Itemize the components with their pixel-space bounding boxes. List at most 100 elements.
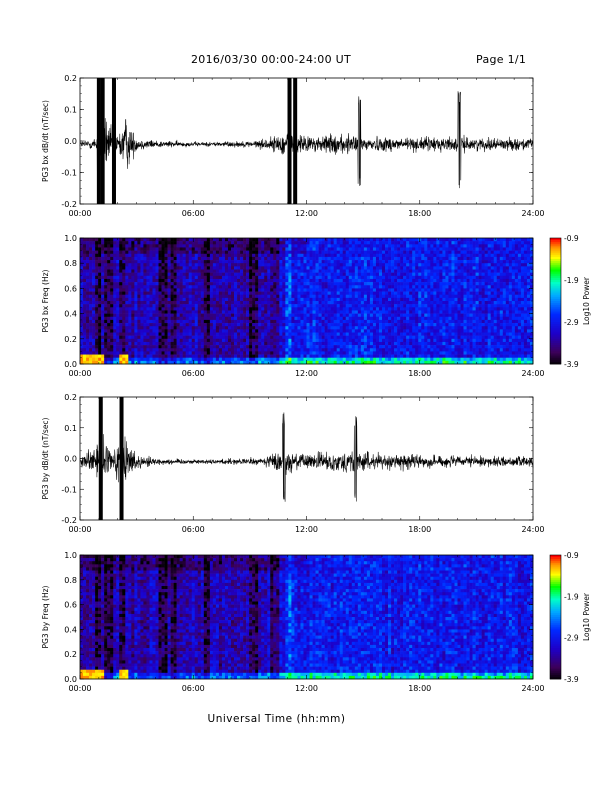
- spectrogram-cell: [218, 247, 223, 251]
- spectrogram-cell: [378, 250, 383, 255]
- spectrogram-cell: [86, 291, 90, 295]
- spectrogram-cell: [291, 348, 295, 352]
- spectrogram-cell: [246, 345, 250, 349]
- spectrogram-cell: [369, 282, 374, 286]
- spectrogram-cell: [433, 329, 437, 333]
- spectrogram-cell: [152, 282, 156, 286]
- spectrogram-cell: [273, 282, 277, 286]
- spectrogram-cell: [403, 357, 407, 362]
- spectrogram-cell: [276, 275, 280, 280]
- spectrogram-cell: [134, 326, 138, 330]
- spectrogram-cell: [264, 313, 268, 318]
- spectrogram-cell: [436, 348, 440, 352]
- spectrogram-cell: [273, 253, 277, 258]
- spectrogram-cell: [179, 304, 183, 308]
- spectrogram-cell: [375, 253, 380, 258]
- spectrogram-cell: [200, 332, 205, 336]
- spectrogram-cell: [128, 260, 132, 264]
- spectrogram-cell: [279, 301, 283, 305]
- spectrogram-cell: [104, 307, 108, 311]
- spectrogram-cell: [258, 304, 262, 308]
- spectrogram-cell: [167, 354, 171, 358]
- spectrogram-cell: [415, 329, 419, 333]
- spectrogram-cell: [318, 244, 322, 248]
- spectrogram-cell: [306, 297, 310, 302]
- spectrogram-cell: [128, 354, 132, 358]
- spectrogram-cell: [294, 360, 298, 365]
- spectrogram-cell: [300, 288, 304, 292]
- spectrogram-cell: [173, 297, 177, 302]
- spectrogram-cell: [125, 301, 129, 305]
- spectrogram-cell: [442, 266, 446, 270]
- spectrogram-cell: [240, 294, 244, 299]
- spectrogram-cell: [366, 272, 371, 277]
- spectrogram-cell: [336, 335, 341, 340]
- spectrogram-cell: [282, 250, 286, 255]
- spectrogram-cell: [288, 269, 292, 273]
- spectrogram-cell: [101, 307, 105, 311]
- spectrogram-cell: [149, 297, 153, 302]
- spectrogram-cell: [388, 266, 392, 270]
- spectrogram-cell: [255, 291, 259, 295]
- spectrogram-cell: [378, 329, 383, 333]
- spectrogram-cell: [227, 301, 232, 305]
- spectrogram-cell: [294, 319, 298, 324]
- spectrogram-cell: [188, 285, 193, 289]
- spectrogram-cell: [125, 260, 129, 264]
- spectrogram-cell: [324, 316, 328, 321]
- spectrogram-cell: [128, 357, 132, 362]
- spectrogram-cell: [80, 357, 84, 362]
- spectrogram-cell: [415, 263, 419, 267]
- spectrogram-cell: [273, 272, 277, 277]
- spectrogram-cell: [388, 282, 392, 286]
- spectrogram-cell: [427, 354, 431, 358]
- spectrogram-cell: [261, 341, 265, 346]
- spectrogram-cell: [191, 319, 196, 324]
- spectrogram-cell: [424, 244, 428, 248]
- spectrogram-cell: [197, 335, 202, 340]
- spectrogram-cell: [294, 247, 298, 251]
- spectrogram-cell: [122, 348, 126, 352]
- spectrogram-cell: [312, 332, 316, 336]
- spectrogram-cell: [164, 244, 168, 248]
- spectrogram-cell: [234, 285, 238, 289]
- spectrogram-cell: [312, 250, 316, 255]
- spectrogram-cell: [351, 326, 356, 330]
- spectrogram-cell: [279, 332, 283, 336]
- spectrogram-cell: [261, 335, 265, 340]
- spectrogram-cell: [215, 360, 220, 365]
- spectrogram-cell: [345, 354, 350, 358]
- series-trace: [79, 78, 534, 204]
- spectrogram-cell: [391, 313, 395, 318]
- spectrogram-cell: [215, 332, 220, 336]
- spectrogram-cell: [285, 338, 289, 343]
- spectrogram-cell: [324, 253, 328, 258]
- spectrogram-cell: [282, 241, 286, 245]
- spectrogram-cell: [394, 260, 398, 264]
- spectrogram-cell: [357, 238, 362, 242]
- spectrogram-cell: [436, 323, 440, 327]
- spectrogram-cell: [231, 332, 235, 336]
- spectrogram-cell: [391, 250, 395, 255]
- spectrogram-cell: [83, 304, 87, 308]
- spectrogram-cell: [285, 294, 289, 299]
- spectrogram-cell: [345, 263, 350, 267]
- spectrogram-cell: [170, 307, 174, 311]
- spectrogram-cell: [382, 319, 386, 324]
- spectrogram-cell: [209, 360, 214, 365]
- spectrogram-cell: [194, 313, 199, 318]
- spectrogram-cell: [110, 260, 114, 264]
- spectrogram-cell: [421, 345, 425, 349]
- spectrogram-cell: [391, 263, 395, 267]
- spectrogram-cell: [403, 329, 407, 333]
- spectrogram-cell: [436, 304, 440, 308]
- spectrogram-cell: [188, 256, 193, 261]
- spectrogram-cell: [182, 260, 186, 264]
- spectrogram-cell: [143, 285, 147, 289]
- spectrogram-cell: [297, 294, 301, 299]
- spectrogram-cell: [363, 272, 368, 277]
- spectrogram-cell: [176, 360, 180, 365]
- spectrogram-cell: [125, 345, 129, 349]
- spectrogram-cell: [430, 297, 434, 302]
- spectrogram-cell: [264, 256, 268, 261]
